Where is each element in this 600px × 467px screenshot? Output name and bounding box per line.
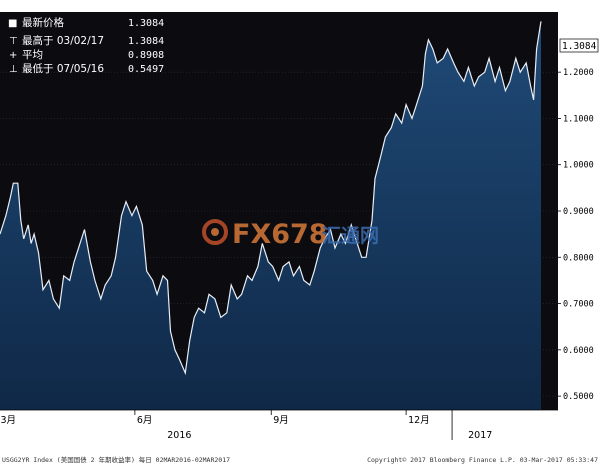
legend: ■ 最新价格 1.3084 ⊤ 最高于 03/02/17 1.3084 + 平均… <box>8 16 164 75</box>
legend-label: 最低于 07/05/16 <box>22 62 104 75</box>
x-axis: 3月 6月 9月 12月 2016 2017 <box>0 409 558 441</box>
x-tick-label: 12月 <box>408 415 430 426</box>
x-tick-label: 6月 <box>137 415 153 426</box>
y-tick-label: 0.8000 <box>563 253 594 263</box>
y-tick-label: 1.0000 <box>563 161 594 171</box>
legend-row: + 平均 0.8908 <box>9 49 164 61</box>
legend-marker: ⊥ <box>9 64 18 75</box>
y-tick-label: 0.9000 <box>563 207 594 217</box>
legend-value: 1.3084 <box>128 18 164 29</box>
legend-row: ⊤ 最高于 03/02/17 1.3084 <box>9 34 164 47</box>
x-axis-panel <box>0 410 600 467</box>
legend-marker: + <box>9 50 17 61</box>
legend-value: 0.5497 <box>128 64 164 75</box>
legend-label: 平均 <box>22 49 43 61</box>
legend-value: 1.3084 <box>128 36 164 47</box>
footer-left: USGG2YR Index (美国国债 2 年期收益率) 每日 02MAR201… <box>2 455 230 464</box>
legend-marker: ■ <box>8 18 17 29</box>
watermark-logo-icon <box>202 219 228 245</box>
y-tick-label: 0.7000 <box>563 300 594 310</box>
legend-row: ■ 最新价格 1.3084 <box>8 16 164 29</box>
legend-value: 0.8908 <box>128 50 164 61</box>
y-tick-label: 0.5000 <box>563 392 594 402</box>
watermark-text: FX678 <box>232 219 328 250</box>
x-tick-label: 9月 <box>273 415 289 426</box>
last-price-tag: 1.3084 <box>559 38 599 53</box>
legend-label: 最高于 03/02/17 <box>22 34 104 47</box>
watermark-subtext: 汇通网 <box>322 225 379 247</box>
last-price-value: 1.3084 <box>562 41 597 52</box>
series-line <box>0 21 542 376</box>
watermark-logo-dot-icon <box>211 228 219 236</box>
y-tick-label: 0.6000 <box>563 346 594 356</box>
y-tick-label: 1.1000 <box>563 114 594 124</box>
watermark: FX678 汇通网 <box>202 219 379 250</box>
y-axis-panel <box>558 12 600 410</box>
legend-row: ⊥ 最低于 07/05/16 0.5497 <box>9 62 164 75</box>
legend-marker: ⊤ <box>9 36 18 47</box>
x-tick-label: 3月 <box>1 415 17 426</box>
footer-right: Copyright© 2017 Bloomberg Finance L.P. 0… <box>367 456 598 464</box>
legend-label: 最新价格 <box>22 16 64 29</box>
y-axis: 0.5000 0.6000 0.7000 0.8000 0.9000 1.0000 1.10… <box>558 68 594 402</box>
x-year-label: 2017 <box>468 430 492 441</box>
y-tick-label: 1.2000 <box>563 68 594 78</box>
series-area <box>0 21 541 411</box>
x-year-label: 2016 <box>167 430 191 441</box>
